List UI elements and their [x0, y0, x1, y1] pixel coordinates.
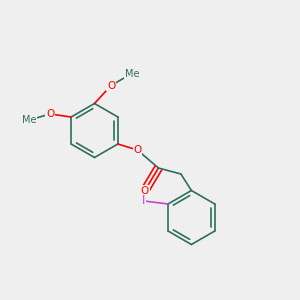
Text: O: O [141, 185, 149, 196]
Text: I: I [142, 194, 146, 208]
Text: O: O [46, 109, 54, 119]
Text: O: O [107, 80, 115, 91]
Text: Me: Me [125, 68, 139, 79]
Text: O: O [133, 145, 142, 155]
Text: Me: Me [22, 115, 36, 125]
